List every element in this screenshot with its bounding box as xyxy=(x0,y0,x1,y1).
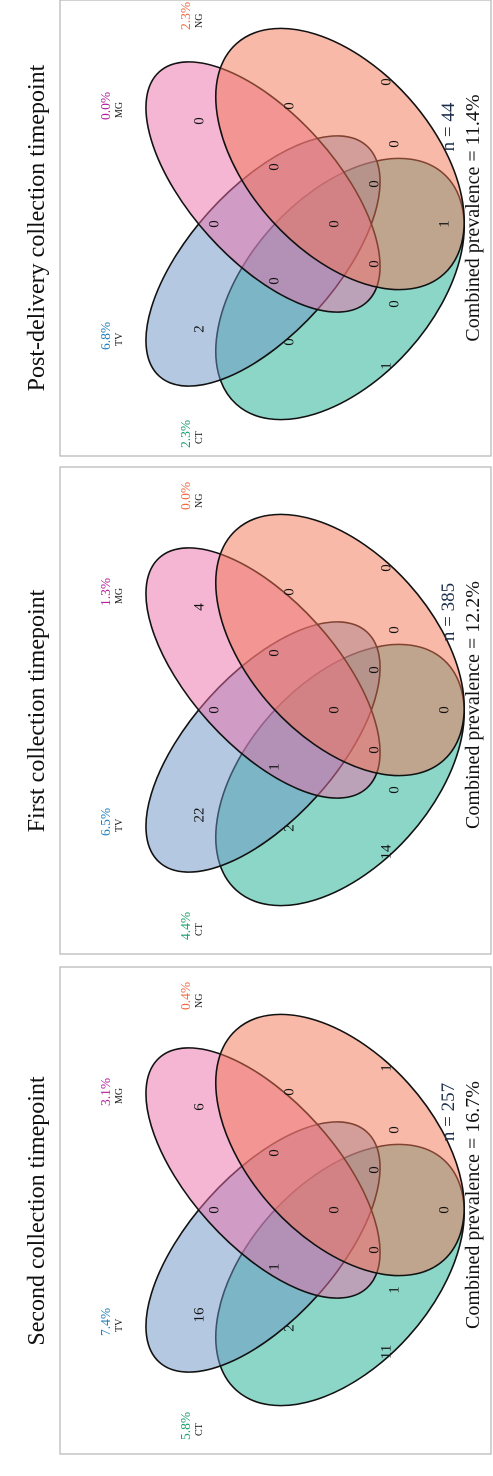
pct-ng: 0.4% xyxy=(178,982,193,1010)
region-ct-tv: 2 xyxy=(281,1324,297,1332)
region-tv-ng: 0 xyxy=(386,626,402,634)
region-ct-tv-mg: 1 xyxy=(266,763,282,771)
venn-diagram: 11 16 6 1 2 0 0 0 1 0 1 0 0 0 0 5.8% CT … xyxy=(98,982,466,1440)
region-tv-mg: 0 xyxy=(206,706,222,714)
panel-title: Second collection timepoint xyxy=(24,1076,50,1346)
region-ng: 0 xyxy=(378,564,394,572)
region-ct: 1 xyxy=(378,362,394,370)
pct-ng: 0.0% xyxy=(178,482,193,510)
region-ct-tv-ng: 0 xyxy=(366,666,382,674)
region-ct-tv-ng: 0 xyxy=(366,1166,382,1174)
sample-size: n = 257 xyxy=(438,1083,459,1141)
region-all: 0 xyxy=(326,220,342,228)
region-mg: 0 xyxy=(191,117,207,125)
pct-tv: 7.4% xyxy=(98,1308,113,1336)
region-all: 0 xyxy=(326,706,342,714)
pct-ct: 4.4% xyxy=(178,912,193,940)
region-ct: 14 xyxy=(378,844,394,860)
region-tv: 22 xyxy=(191,808,207,823)
venn-diagram: 1 2 0 0 0 0 0 1 0 0 0 0 0 0 0 2.3% CT 6.… xyxy=(98,2,466,448)
abbr-ng: NG xyxy=(194,994,205,1008)
pct-mg: 0.0% xyxy=(98,92,113,120)
combined-prevalence: Combined prevalence = 12.2% xyxy=(462,581,484,829)
abbr-ct: CT xyxy=(194,431,205,444)
region-ct: 11 xyxy=(378,1345,394,1359)
panel-second-timepoint: Second collection timepoint 11 16 6 1 2 … xyxy=(24,966,492,1455)
region-ng: 0 xyxy=(378,78,394,86)
region-tv-mg: 0 xyxy=(206,220,222,228)
region-all: 0 xyxy=(326,1206,342,1214)
sample-size: n = 44 xyxy=(438,102,459,151)
region-ct-ng: 0 xyxy=(436,706,452,714)
panel-post-delivery-timepoint: Post-delivery collection timepoint 1 2 0… xyxy=(24,0,492,457)
region-ct-mg: 0 xyxy=(386,786,402,794)
region-ct-mg-ng: 0 xyxy=(366,746,382,754)
region-ct-tv: 0 xyxy=(281,338,297,346)
region-ct-ng: 0 xyxy=(436,1206,452,1214)
abbr-ng: NG xyxy=(194,494,205,508)
region-mg: 4 xyxy=(191,603,207,611)
region-ct-mg: 1 xyxy=(386,1286,402,1294)
combined-prevalence: Combined prevalence = 16.7% xyxy=(462,1081,484,1329)
region-tv-mg-ng: 0 xyxy=(266,1149,282,1157)
region-tv: 2 xyxy=(191,325,207,333)
region-ct-mg-ng: 0 xyxy=(366,1246,382,1254)
ellipse-ng xyxy=(214,513,466,777)
region-ct-tv-mg: 0 xyxy=(266,277,282,285)
pct-tv: 6.5% xyxy=(98,808,113,836)
region-ct-ng: 1 xyxy=(436,220,452,228)
region-tv-mg-ng: 0 xyxy=(266,163,282,171)
combined-prevalence: Combined prevalence = 11.4% xyxy=(462,94,484,341)
abbr-ng: NG xyxy=(194,14,205,28)
region-ng: 1 xyxy=(378,1064,394,1072)
abbr-tv: TV xyxy=(114,1318,125,1332)
region-tv-ng: 0 xyxy=(386,140,402,148)
abbr-mg: MG xyxy=(114,588,125,604)
panel-title: Post-delivery collection timepoint xyxy=(24,64,50,391)
pct-ng: 2.3% xyxy=(178,2,193,30)
abbr-tv: TV xyxy=(114,818,125,832)
region-ct-mg: 0 xyxy=(386,300,402,308)
abbr-ct: CT xyxy=(194,1423,205,1436)
region-mg-ng: 0 xyxy=(281,588,297,596)
venn-diagram: 14 22 4 0 2 0 0 0 0 0 1 0 0 0 0 4.4% CT … xyxy=(98,482,466,940)
region-ct-mg-ng: 0 xyxy=(366,260,382,268)
region-mg: 6 xyxy=(191,1103,207,1111)
panel-first-timepoint: First collection timepoint 14 22 4 0 2 0… xyxy=(24,466,492,955)
abbr-mg: MG xyxy=(114,102,125,118)
ellipse-ng xyxy=(214,1013,466,1277)
abbr-tv: TV xyxy=(114,332,125,346)
panel-title: First collection timepoint xyxy=(24,589,50,832)
abbr-mg: MG xyxy=(114,1088,125,1104)
pct-tv: 6.8% xyxy=(98,322,113,350)
pct-mg: 1.3% xyxy=(98,578,113,606)
ellipse-ng xyxy=(214,27,466,291)
region-mg-ng: 0 xyxy=(281,102,297,110)
region-tv-mg-ng: 0 xyxy=(266,649,282,657)
pct-ct: 2.3% xyxy=(178,420,193,448)
sample-size: n = 385 xyxy=(438,583,459,641)
region-tv: 16 xyxy=(191,1307,207,1323)
region-ct-tv-mg: 1 xyxy=(266,1263,282,1271)
region-mg-ng: 0 xyxy=(281,1088,297,1096)
pct-ct: 5.8% xyxy=(178,1412,193,1440)
region-ct-tv-ng: 0 xyxy=(366,180,382,188)
region-tv-mg: 0 xyxy=(206,1206,222,1214)
pct-mg: 3.1% xyxy=(98,1078,113,1106)
abbr-ct: CT xyxy=(194,923,205,936)
region-ct-tv: 2 xyxy=(281,824,297,832)
region-tv-ng: 0 xyxy=(386,1126,402,1134)
